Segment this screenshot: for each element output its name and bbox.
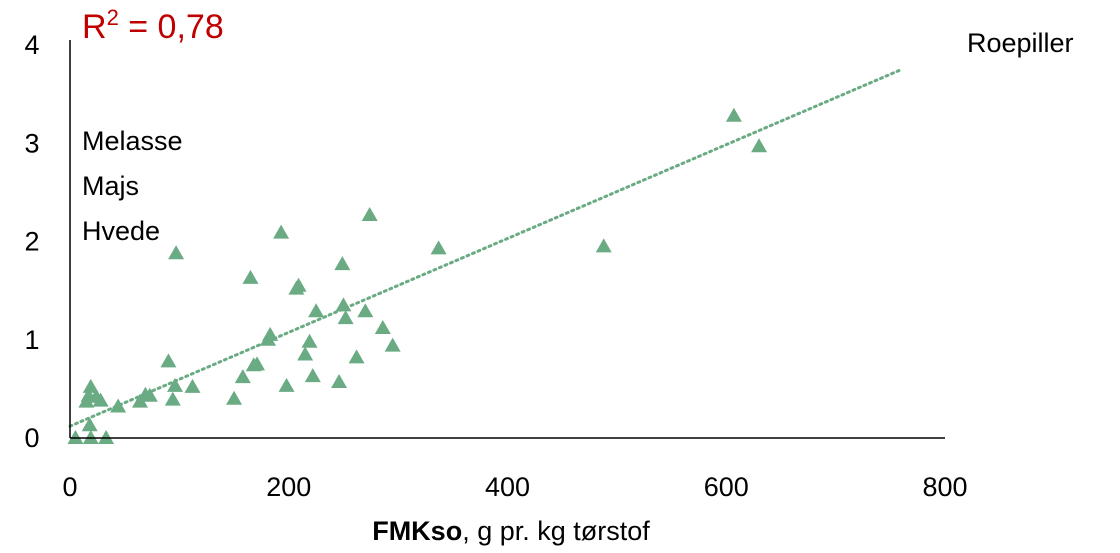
data-point	[335, 297, 352, 312]
data-point	[262, 326, 279, 341]
data-point	[164, 391, 181, 406]
data-point	[725, 107, 742, 122]
data-point	[374, 319, 391, 334]
data-point	[348, 349, 365, 364]
data-point	[595, 238, 612, 253]
data-point	[273, 224, 290, 239]
data-point	[168, 245, 185, 260]
data-point	[249, 356, 266, 371]
annotation-roepiller: Roepiller	[967, 28, 1074, 58]
data-point	[82, 430, 99, 444]
x-tick-label: 0	[62, 472, 77, 502]
data-point	[361, 206, 378, 221]
annotation-melasse: Melasse	[82, 126, 183, 156]
y-tick-label: 4	[24, 30, 39, 60]
annotation-hvede: Hvede	[82, 216, 160, 246]
y-tick-labels: 0 1 2 3 4	[24, 30, 39, 453]
data-point	[301, 333, 318, 348]
data-point	[337, 310, 354, 325]
data-point	[357, 303, 374, 318]
data-point	[98, 430, 115, 444]
data-point	[278, 377, 295, 392]
data-point	[110, 398, 127, 413]
data-point	[290, 277, 307, 292]
trendline-layer	[68, 68, 903, 428]
annotation-majs: Majs	[82, 171, 139, 201]
data-point	[67, 430, 84, 444]
data-point	[82, 378, 99, 393]
data-points	[67, 107, 768, 444]
data-point	[92, 392, 109, 407]
x-tick-label: 600	[704, 472, 749, 502]
data-point	[751, 138, 768, 153]
y-tick-label: 2	[24, 227, 39, 257]
data-point	[81, 417, 98, 432]
data-point	[184, 378, 201, 393]
x-axis-label: FMKso, g pr. kg tørstof	[372, 516, 650, 546]
data-point	[234, 369, 251, 384]
r-squared-label: R2 = 0,78	[82, 5, 224, 46]
data-point	[308, 303, 325, 318]
data-point	[167, 377, 183, 392]
trendline	[68, 68, 903, 428]
data-point	[297, 346, 314, 361]
y-tick-label: 3	[24, 128, 39, 158]
data-point	[430, 240, 447, 255]
data-point	[304, 368, 321, 383]
data-point	[331, 373, 348, 388]
y-tick-label: 1	[24, 325, 39, 355]
data-point	[226, 390, 243, 405]
data-point	[242, 269, 259, 284]
x-tick-label: 800	[922, 472, 967, 502]
x-tick-labels: 0 200 400 600 800	[62, 472, 967, 502]
y-tick-label: 0	[24, 423, 39, 453]
x-tick-label: 200	[266, 472, 311, 502]
data-point	[160, 353, 177, 368]
data-point	[384, 337, 401, 352]
data-point	[141, 387, 158, 402]
x-tick-label: 400	[485, 472, 530, 502]
data-point	[334, 256, 351, 271]
